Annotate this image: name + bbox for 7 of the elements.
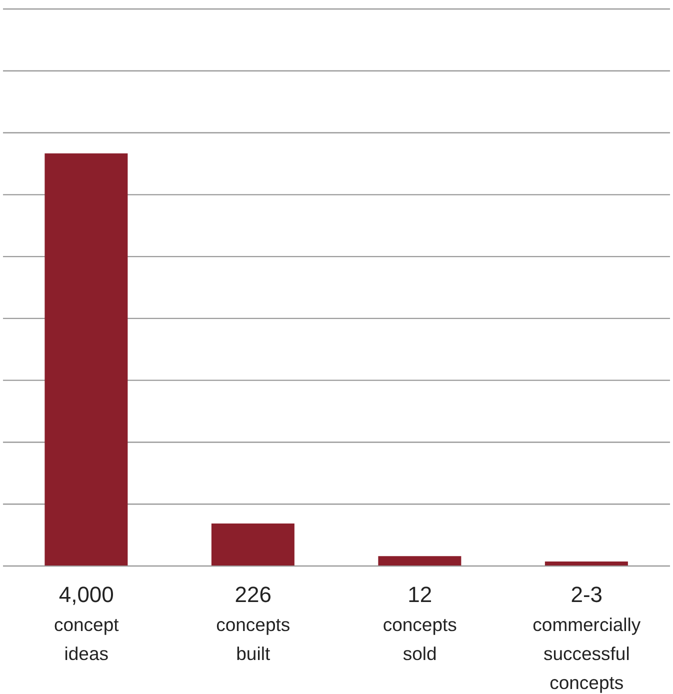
x-tick-label: 12 concepts sold: [382, 582, 457, 664]
x-tick-label: 4,000 concept ideas: [54, 582, 119, 664]
bar: [211, 524, 294, 566]
bar: [378, 556, 462, 566]
bar: [44, 153, 128, 566]
x-tick-label: 2-3 commercially successful concepts: [532, 582, 642, 693]
x-tick-label: 226 concepts built: [216, 582, 290, 664]
